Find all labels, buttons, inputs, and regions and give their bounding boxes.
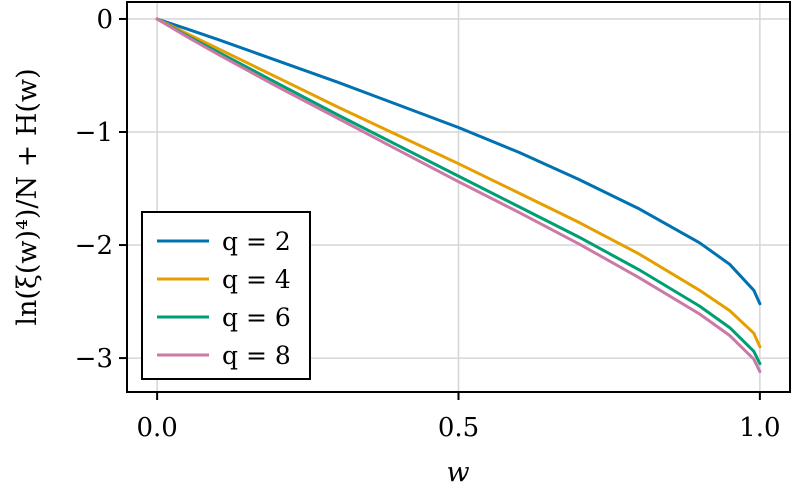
y-tick-label: −2 [75,231,113,261]
legend-label-1: q = 2 [222,227,291,256]
x-tick-label: 1.0 [739,413,780,443]
legend-label-2: q = 4 [222,265,291,294]
series-line-3 [155,17,762,366]
ticks: 0.0 0.5 1.0 0 −1 −2 −3 [75,5,781,443]
y-tick-label: −3 [75,344,113,374]
x-tick-label: 0.0 [136,413,177,443]
x-axis-label: w [446,457,469,488]
y-tick-label: −1 [75,118,113,148]
series-line-2 [155,17,762,349]
y-tick-label: 0 [96,5,113,35]
legend: q = 2 q = 4 q = 6 q = 8 [141,211,311,380]
y-axis-label: ln(ξ(w)⁴)/N + H(w) [12,68,43,325]
series-line-1 [155,17,762,306]
legend-items: q = 2 q = 4 q = 6 q = 8 [157,227,291,370]
x-tick-label: 0.5 [438,413,479,443]
legend-label-3: q = 6 [222,303,291,332]
legend-label-4: q = 8 [222,341,291,370]
series-lines [155,17,762,374]
series-line-4 [155,17,762,374]
